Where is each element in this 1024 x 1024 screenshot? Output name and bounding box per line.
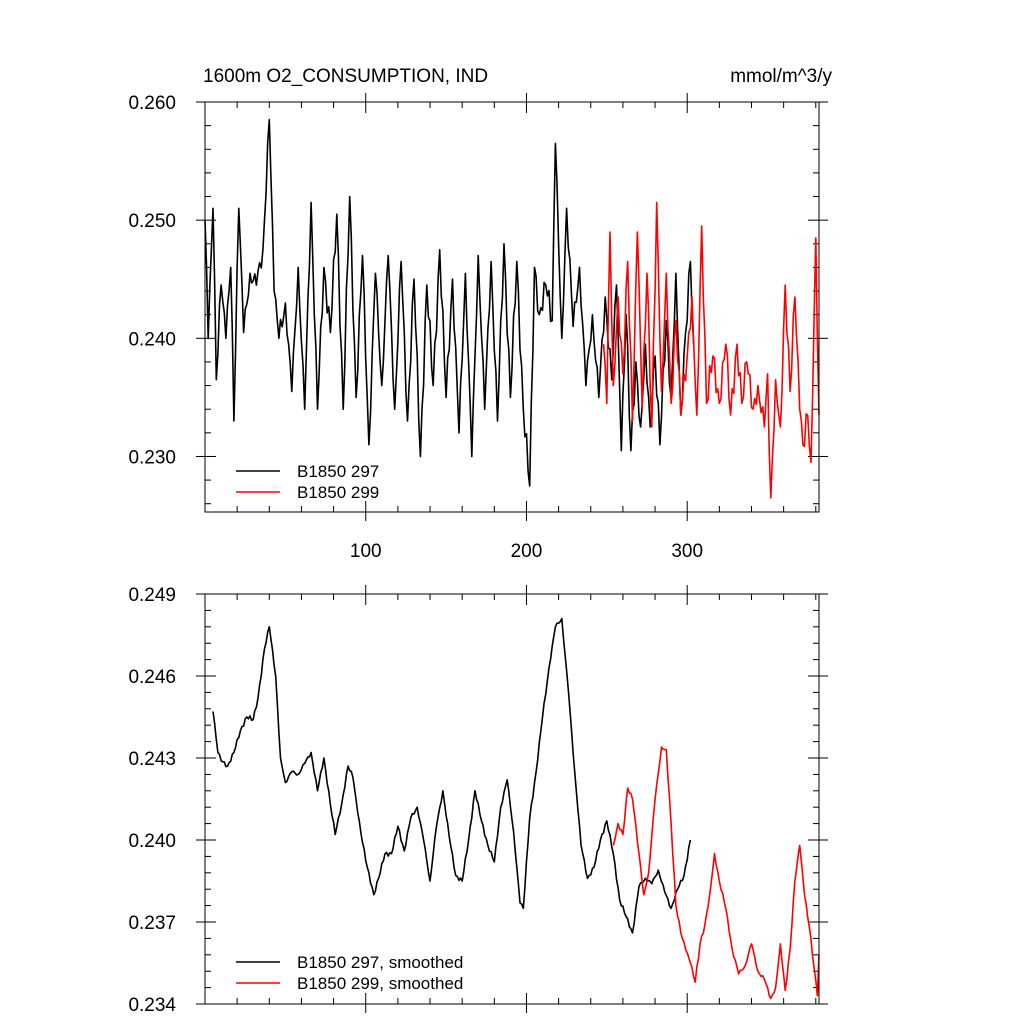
bottom-ytick-label: 0.234 bbox=[128, 995, 176, 1016]
top-plot-frame bbox=[204, 101, 820, 513]
bottom-ytick-label: 0.246 bbox=[128, 667, 176, 688]
bottom-plot-frame bbox=[204, 593, 820, 1005]
bottom-legend-label-0: B1850 297, smoothed bbox=[297, 953, 463, 972]
top-series-b1850-299 bbox=[602, 201, 820, 499]
bottom-ytick-label: 0.240 bbox=[128, 831, 176, 852]
top-panel: 1600m O2_CONSUMPTION, IND mmol/m^3/y 0.2… bbox=[128, 66, 832, 562]
top-ytick-label: 0.240 bbox=[128, 329, 176, 350]
top-ytick-label: 0.230 bbox=[128, 447, 176, 468]
bottom-legend-label-1: B1850 299, smoothed bbox=[297, 974, 463, 993]
bottom-ytick-label: 0.237 bbox=[128, 913, 176, 934]
bottom-series-b1850-297-smoothed bbox=[212, 617, 692, 934]
top-chart-units: mmol/m^3/y bbox=[730, 66, 832, 87]
top-ytick-label: 0.260 bbox=[128, 93, 176, 114]
bottom-series-b1850-299-smoothed bbox=[612, 746, 820, 1000]
bottom-ytick-label: 0.249 bbox=[128, 585, 176, 606]
top-xtick-label: 200 bbox=[511, 541, 543, 562]
top-series bbox=[204, 118, 820, 499]
bottom-ytick-label: 0.243 bbox=[128, 749, 176, 770]
top-xtick-label: 300 bbox=[671, 541, 703, 562]
top-legend-label-1: B1850 299 bbox=[297, 483, 379, 502]
top-series-b1850-297 bbox=[204, 118, 695, 487]
top-ticks: 0.230 0.240 0.250 0.260 100 200 300 bbox=[128, 93, 828, 562]
bottom-panel: 0.234 0.237 0.240 0.243 0.246 0.249 B1850 297… bbox=[128, 585, 828, 1016]
top-chart-title: 1600m O2_CONSUMPTION, IND bbox=[203, 66, 488, 87]
bottom-ticks: 0.234 0.237 0.240 0.243 0.246 0.249 bbox=[128, 585, 828, 1016]
top-xtick-label: 100 bbox=[350, 541, 382, 562]
top-legend-label-0: B1850 297 bbox=[297, 462, 379, 481]
top-ytick-label: 0.250 bbox=[128, 211, 176, 232]
top-legend: B1850 297 B1850 299 bbox=[236, 462, 379, 502]
bottom-legend: B1850 297, smoothed B1850 299, smoothed bbox=[236, 953, 463, 993]
bottom-series bbox=[212, 617, 820, 1000]
